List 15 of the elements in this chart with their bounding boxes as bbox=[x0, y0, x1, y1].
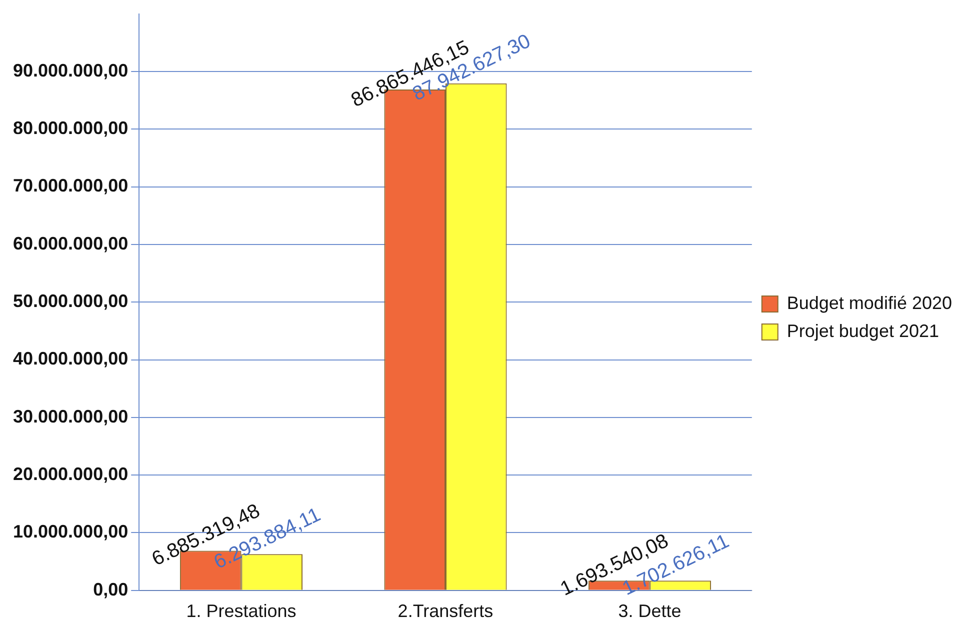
legend-label: Projet budget 2021 bbox=[786, 320, 940, 341]
y-tick-label: 70.000.000,00 bbox=[12, 176, 128, 196]
y-tick-label: 60.000.000,00 bbox=[12, 233, 128, 254]
y-tick-label: 80.000.000,00 bbox=[12, 118, 128, 138]
y-tick-label: 40.000.000,00 bbox=[12, 348, 128, 369]
y-tick-label: 30.000.000,00 bbox=[12, 406, 128, 426]
y-tick-label: 0,00 bbox=[93, 579, 128, 600]
x-tick-label: 1. Prestations bbox=[186, 601, 296, 622]
y-tick-label: 50.000.000,00 bbox=[12, 291, 128, 312]
x-tick-label: 2.Transferts bbox=[398, 601, 494, 622]
legend-label: Budget modifié 2020 bbox=[786, 292, 952, 313]
y-tick-label: 10.000.000,00 bbox=[12, 522, 128, 542]
x-tick-label: 3. Dette bbox=[618, 601, 682, 622]
y-tick-label: 90.000.000,00 bbox=[12, 60, 128, 80]
y-tick-label: 20.000.000,00 bbox=[12, 464, 128, 484]
